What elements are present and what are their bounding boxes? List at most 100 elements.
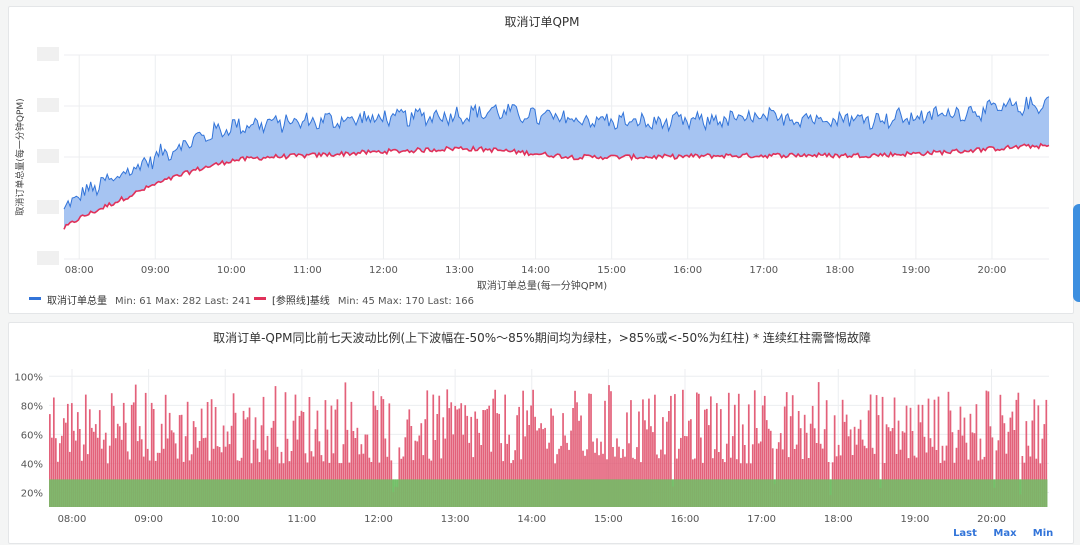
bar-red <box>737 393 740 507</box>
bar-red <box>66 403 69 507</box>
bar-red <box>196 447 199 507</box>
bar-red <box>568 449 570 507</box>
bar-red <box>707 425 710 507</box>
bar-red <box>959 406 962 507</box>
bar-red <box>442 417 445 507</box>
bar-red <box>482 410 485 507</box>
bar-red <box>961 435 964 507</box>
series-line-cancel-orders <box>63 96 1050 210</box>
bar-red <box>889 431 892 507</box>
bar-red <box>206 402 209 507</box>
bar-red <box>1025 421 1028 507</box>
bar-red <box>755 428 758 507</box>
bar-red <box>650 426 652 507</box>
bar-red <box>987 391 990 507</box>
bar-red <box>528 425 530 507</box>
bar-red <box>546 448 548 507</box>
bar-red <box>98 410 101 507</box>
bar-red <box>290 451 293 507</box>
bar-red <box>284 392 287 507</box>
bar-red <box>398 447 401 507</box>
bar-red <box>170 430 173 507</box>
bar-red <box>747 404 750 507</box>
y-tick-label-placeholder <box>37 98 59 112</box>
bar-red <box>270 427 273 507</box>
bar-red <box>785 392 788 507</box>
bar-red <box>136 441 139 507</box>
bar-red <box>703 409 706 507</box>
bar-red <box>869 394 872 507</box>
bar-red <box>536 430 538 507</box>
bar-red <box>741 424 744 507</box>
bar-red <box>757 443 760 507</box>
x-tick-label: 09:00 <box>141 265 170 276</box>
bar-red <box>949 410 952 507</box>
bar-red <box>462 434 465 507</box>
bar-red <box>352 431 355 507</box>
bar-red <box>753 390 756 507</box>
bar-red <box>588 393 590 507</box>
bar-red <box>791 395 794 507</box>
bar-red <box>604 400 606 507</box>
ratio-panel: 取消订单-QPM同比前七天波动比例(上下波幅在-50%～85%期间均为绿柱，>8… <box>8 322 1074 544</box>
y-tick-label-placeholder <box>37 47 59 61</box>
bar-red <box>302 412 305 507</box>
bar-red <box>686 436 688 507</box>
bar-red <box>957 429 960 507</box>
bar-red <box>218 447 221 507</box>
bar-red <box>544 427 546 507</box>
bar-red <box>274 386 277 507</box>
bar-red <box>1043 424 1046 507</box>
bar-red <box>668 411 670 507</box>
bar-red <box>560 445 562 507</box>
bar-red <box>618 446 620 507</box>
bar-red <box>849 429 852 507</box>
legend-stat-header: Last <box>953 528 977 539</box>
bar-red <box>923 436 926 507</box>
bar-red <box>622 449 624 507</box>
bar-red <box>885 424 888 507</box>
bar-red <box>452 434 455 507</box>
bar-red <box>638 411 640 507</box>
bar-red <box>931 446 934 507</box>
bar-red <box>781 449 784 507</box>
bar-red <box>120 439 123 507</box>
bar-red <box>478 432 481 507</box>
bar-red <box>308 397 311 507</box>
bar-red <box>733 404 736 507</box>
bar-red <box>500 443 503 507</box>
bar-red <box>266 435 269 507</box>
legend-name: 取消订单总量 <box>47 294 107 307</box>
bar-red <box>300 410 303 507</box>
side-drawer-tab[interactable] <box>1073 204 1080 302</box>
bar-red <box>104 432 107 507</box>
bar-red <box>90 427 93 507</box>
bar-red <box>210 399 213 507</box>
bar-red <box>935 450 938 507</box>
bar-red <box>700 437 702 507</box>
bar-red <box>799 428 802 507</box>
bar-red <box>719 409 722 507</box>
bar-red <box>705 408 708 507</box>
bar-red <box>200 408 203 507</box>
bar-red <box>198 441 201 507</box>
bar-red <box>346 429 349 507</box>
x-tick-label: 09:00 <box>134 514 163 525</box>
bar-red <box>1007 431 1010 507</box>
bar-red <box>244 419 247 507</box>
bar-red <box>628 443 630 507</box>
bar-red <box>470 416 473 507</box>
bar-red <box>797 411 800 507</box>
bar-red <box>354 438 357 507</box>
bar-red <box>674 394 676 507</box>
y-tick-label: 40% <box>21 459 43 470</box>
bar-red <box>973 433 976 507</box>
bar-red <box>881 396 884 507</box>
y-tick-label: 60% <box>21 430 43 441</box>
bar-red <box>466 415 469 507</box>
bar-red <box>552 415 554 507</box>
bar-red <box>759 441 762 507</box>
bar-red <box>524 436 526 507</box>
bar-red <box>590 393 592 507</box>
series-line-baseline <box>63 142 1050 230</box>
